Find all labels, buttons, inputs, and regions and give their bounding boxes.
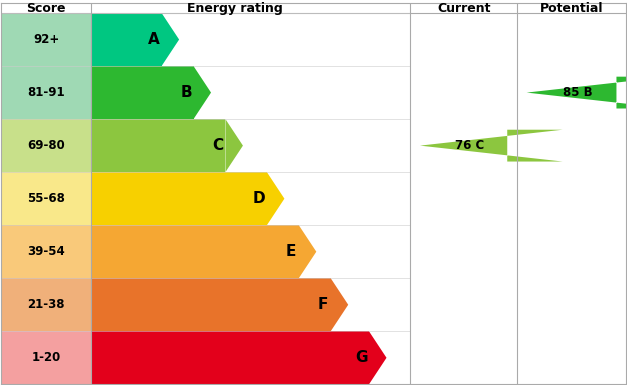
Bar	[1, 278, 92, 331]
Polygon shape	[194, 66, 211, 119]
Text: C: C	[213, 138, 223, 153]
Text: G: G	[356, 350, 367, 365]
Bar	[1, 225, 92, 278]
Bar	[1, 172, 92, 225]
Text: 92+: 92+	[33, 33, 59, 46]
Bar	[1, 331, 92, 384]
Text: 39-54: 39-54	[27, 245, 65, 258]
Text: D: D	[253, 191, 266, 206]
Bar	[1, 119, 92, 172]
Bar	[92, 66, 194, 119]
Text: E: E	[286, 244, 297, 259]
Text: 1-20: 1-20	[31, 351, 61, 364]
Bar	[92, 13, 162, 66]
Text: Potential: Potential	[540, 2, 603, 15]
Text: 55-68: 55-68	[27, 192, 65, 205]
Polygon shape	[369, 331, 386, 384]
Text: Score: Score	[26, 2, 66, 15]
Text: Energy rating: Energy rating	[187, 2, 283, 15]
Bar	[92, 331, 369, 384]
Polygon shape	[162, 13, 179, 66]
Polygon shape	[226, 119, 243, 172]
Bar	[92, 119, 226, 172]
Bar	[92, 225, 299, 278]
Polygon shape	[299, 225, 316, 278]
Text: 69-80: 69-80	[27, 139, 65, 152]
Polygon shape	[420, 130, 562, 162]
Polygon shape	[267, 172, 285, 225]
Text: B: B	[180, 85, 192, 100]
Text: Current: Current	[437, 2, 490, 15]
Bar	[1, 13, 92, 66]
Bar	[1, 66, 92, 119]
Text: 76 C: 76 C	[455, 139, 485, 152]
Text: F: F	[318, 297, 329, 312]
Bar	[92, 172, 267, 225]
Text: 85 B: 85 B	[563, 86, 593, 99]
Bar	[92, 278, 330, 331]
Text: 21-38: 21-38	[28, 298, 65, 311]
Text: 81-91: 81-91	[27, 86, 65, 99]
Polygon shape	[527, 77, 627, 109]
Polygon shape	[330, 278, 348, 331]
Text: A: A	[148, 32, 160, 47]
